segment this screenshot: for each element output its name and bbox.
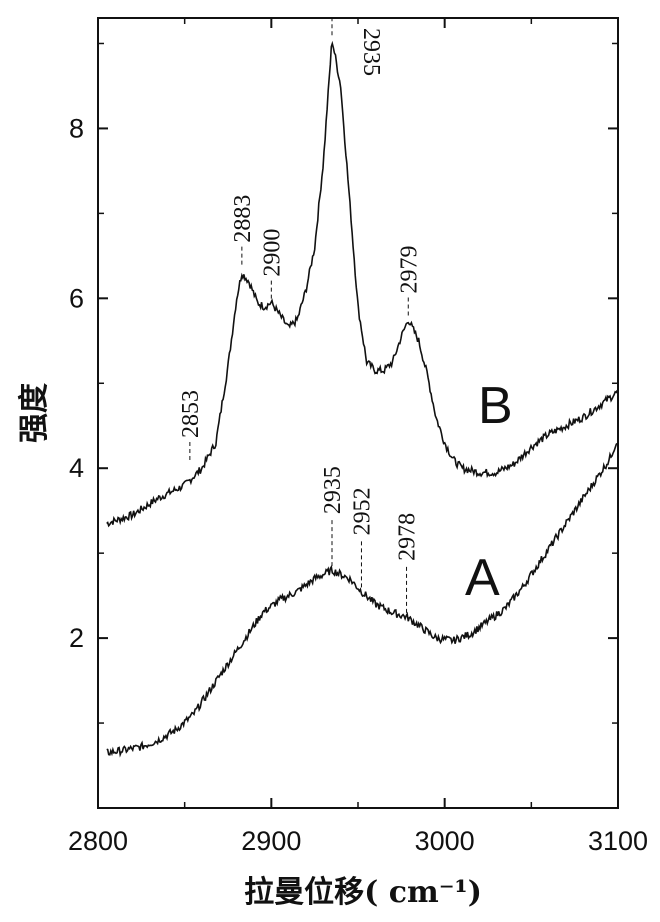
y-tick-label: 8 xyxy=(69,113,84,143)
annotation-label: 2853 xyxy=(178,390,204,438)
series-line-A xyxy=(106,442,618,758)
axis-ticks: 2800 2900 3000 3100 2 4 6 8 xyxy=(68,18,648,856)
annotation-label: 2979 xyxy=(396,246,422,294)
y-tick-label: 2 xyxy=(69,623,84,653)
y-axis-title: 强度 xyxy=(17,383,52,443)
y-tick-label: 6 xyxy=(69,283,84,313)
series-label-A: A xyxy=(465,549,500,607)
y-tick-label: 4 xyxy=(69,453,84,483)
annotation-label: 2935 xyxy=(358,28,384,76)
x-tick-label: 2800 xyxy=(68,826,128,856)
x-tick-label: 2900 xyxy=(241,826,301,856)
annotation-label: 2952 xyxy=(349,487,375,535)
annotation-label: 2978 xyxy=(395,513,421,561)
plot-frame xyxy=(97,17,619,809)
series-label-B: B xyxy=(478,377,513,435)
x-tick-label: 3100 xyxy=(588,826,648,856)
annotation-label: 2900 xyxy=(259,229,285,277)
series-line-B xyxy=(106,40,619,528)
annotation-label: 2883 xyxy=(230,195,256,243)
annotation-label: 2935 xyxy=(320,466,346,514)
series-layer xyxy=(106,40,619,758)
x-tick-label: 3000 xyxy=(415,826,475,856)
x-axis-title: 拉曼位移( cm⁻¹) xyxy=(244,875,482,910)
